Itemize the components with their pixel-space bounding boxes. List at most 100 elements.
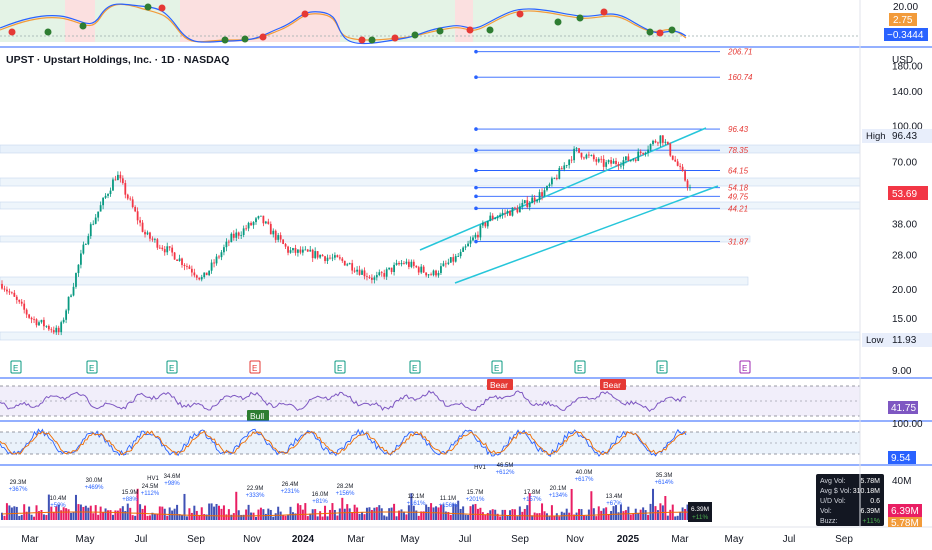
candle-body: [664, 141, 667, 143]
candle-body: [75, 273, 77, 287]
candle-body: [156, 239, 159, 248]
volume-bar: [506, 515, 509, 520]
earnings-marker[interactable]: [491, 360, 503, 374]
earnings-marker[interactable]: [249, 360, 261, 374]
channel-upper[interactable]: [419, 127, 707, 251]
osc-dot: [221, 36, 229, 44]
candle-body: [6, 289, 8, 292]
stoch-k-line: [0, 428, 687, 457]
volume-bar: [222, 505, 225, 520]
volume-bar: [679, 512, 682, 520]
volume-spike-value: 10.4M: [50, 496, 67, 502]
time-tick: Mar: [347, 534, 365, 545]
volume-spike-value: 40.0M: [576, 470, 593, 476]
time-axis[interactable]: Mar May Jul Sep Nov 2024 Mar May Jul Sep Nov 2025 Ma…: [21, 534, 853, 545]
volume-bar: [171, 510, 174, 520]
candle-body: [316, 251, 319, 258]
candle-body: [674, 159, 677, 162]
volume-bar: [624, 510, 627, 520]
stat-label: Avg Vol:: [820, 478, 846, 485]
volume-bar: [218, 505, 221, 520]
zone-band: [0, 235, 751, 243]
earnings-marker[interactable]: [166, 360, 178, 374]
last-volume-pct: +11%: [692, 514, 709, 521]
candle-body: [605, 162, 608, 167]
osc-dot: [259, 33, 267, 41]
volume-bar: [144, 505, 147, 520]
volume-spike-pct: +112%: [141, 491, 160, 497]
fib-level-label: 206.71: [727, 48, 752, 57]
candle-body: [186, 266, 188, 267]
earnings-marker[interactable]: [574, 360, 586, 374]
candle-body: [260, 215, 262, 217]
candle-body: [311, 249, 314, 259]
volume-spike-value: 30.0M: [86, 478, 103, 484]
candle-body: [282, 239, 285, 244]
candle-body: [178, 258, 181, 261]
earnings-marker[interactable]: [86, 360, 98, 374]
bull-label-text: Bull: [250, 411, 264, 421]
earnings-marker[interactable]: [334, 360, 346, 374]
earnings-marker[interactable]: [656, 360, 668, 374]
volume-bar: [82, 506, 85, 520]
candle-body: [242, 228, 245, 235]
candle-body: [230, 233, 233, 243]
volume-spike-pct: +157%: [523, 497, 543, 503]
volume-bar: [151, 512, 154, 520]
volume-bar: [8, 505, 11, 520]
earnings-marker[interactable]: [10, 360, 22, 374]
candle-body: [267, 221, 270, 224]
volume-bar: [254, 516, 257, 520]
candle-body: [171, 247, 174, 253]
candle-body: [287, 246, 289, 253]
candle-body: [84, 244, 87, 245]
candle-body: [358, 269, 361, 275]
candle-body: [467, 243, 469, 247]
osc-dots: [8, 3, 676, 44]
volume-bar: [590, 491, 593, 520]
volume-bar: [375, 507, 378, 520]
price-tick: 20.00: [892, 285, 917, 296]
volume-bar: [585, 515, 588, 520]
candle-body: [412, 261, 415, 266]
price-axis[interactable]: 20.00 2.75 −0.3444 USD 180.00 140.00 100.0…: [859, 0, 932, 529]
candle-body: [92, 223, 95, 225]
volume-bar: [632, 513, 635, 520]
candle-body: [518, 206, 521, 213]
volume-bar: [203, 514, 206, 520]
stat-value: +11%: [862, 518, 880, 525]
candle-body: [299, 249, 302, 253]
currency-label: USD: [892, 55, 913, 66]
volume-bar: [427, 506, 430, 520]
volume-spike-pct: +50%: [50, 503, 66, 509]
candle-body: [60, 322, 63, 333]
volume-bar: [388, 508, 391, 520]
candle-body: [198, 277, 201, 280]
earnings-marker-label: E: [169, 364, 174, 373]
earnings-marker-label: E: [13, 364, 18, 373]
volume-bar: [328, 509, 331, 520]
fib-level-anchor: [474, 127, 478, 131]
volume-bar: [474, 503, 477, 520]
channel-lower[interactable]: [454, 185, 719, 284]
candle-body: [163, 249, 166, 253]
volume-bar: [582, 515, 585, 520]
volume-bar: [415, 510, 418, 520]
earnings-marker[interactable]: [409, 360, 421, 374]
candle-body: [474, 234, 477, 238]
volume-bar: [610, 511, 613, 520]
osc-dot: [576, 14, 584, 22]
volume-spike-value: 26.4M: [282, 482, 299, 488]
volume-bar: [550, 505, 553, 520]
candle-body: [422, 266, 425, 273]
candle-body: [380, 272, 383, 274]
volume-spike-pct: +333%: [246, 493, 266, 499]
volume-spike-pct: +367%: [9, 487, 29, 493]
candle-body: [538, 192, 541, 201]
candle-body: [8, 291, 11, 293]
earnings-marker[interactable]: [739, 360, 751, 374]
osc-dot: [391, 34, 399, 42]
volume-bar: [681, 507, 684, 520]
candle-body: [149, 232, 151, 239]
